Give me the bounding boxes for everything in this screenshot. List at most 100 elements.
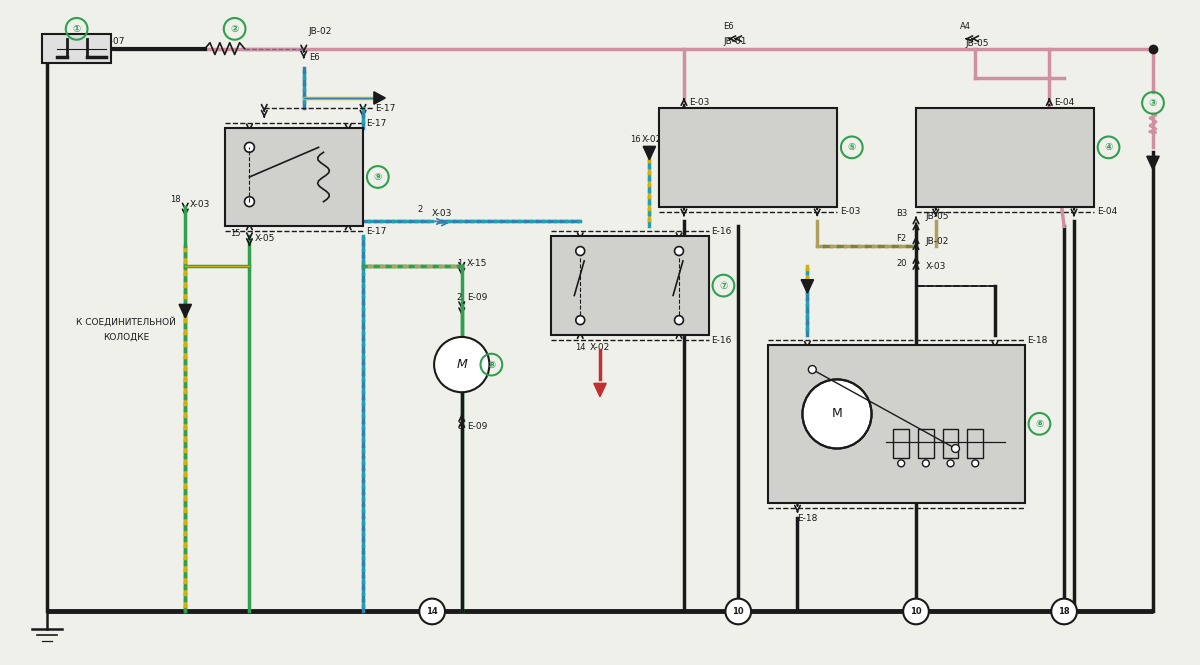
Text: 3: 3 [822, 196, 828, 205]
Circle shape [419, 598, 445, 624]
Text: X-05: X-05 [254, 234, 275, 243]
Text: 3: 3 [778, 492, 784, 502]
Text: JB-05: JB-05 [926, 212, 949, 221]
Text: ⑧: ⑧ [487, 360, 496, 370]
Circle shape [674, 247, 684, 255]
Text: 2: 2 [694, 240, 700, 250]
Text: 3: 3 [457, 422, 462, 431]
Text: 2: 2 [418, 205, 422, 213]
Text: E-18: E-18 [1027, 336, 1048, 345]
Bar [42, 34, 112, 63]
Circle shape [674, 316, 684, 325]
Bar [916, 108, 1093, 207]
Text: 5: 5 [694, 324, 700, 334]
Text: 18: 18 [170, 195, 181, 203]
Text: E6: E6 [308, 53, 319, 63]
Text: 4: 4 [556, 324, 562, 334]
Text: ⑨: ⑨ [373, 172, 382, 182]
Text: E-09: E-09 [467, 422, 487, 431]
Bar [918, 429, 934, 458]
Circle shape [245, 197, 254, 207]
Polygon shape [1147, 156, 1159, 170]
Text: 15: 15 [229, 229, 240, 238]
Text: ⑦: ⑦ [719, 281, 727, 291]
Circle shape [1051, 598, 1076, 624]
Text: E6: E6 [724, 22, 734, 31]
Text: 10: 10 [910, 607, 922, 616]
Text: E-17: E-17 [366, 227, 386, 236]
Text: ④: ④ [1104, 142, 1112, 152]
Text: X-02: X-02 [642, 136, 661, 144]
Circle shape [908, 604, 924, 619]
Text: 18: 18 [1058, 607, 1070, 616]
Circle shape [731, 604, 746, 619]
Polygon shape [374, 92, 385, 104]
Text: 2: 2 [457, 293, 462, 303]
Text: F2: F2 [896, 234, 906, 243]
Text: К СОЕДИНИТЕЛЬНОЙ: К СОЕДИНИТЕЛЬНОЙ [76, 317, 176, 327]
Text: 6: 6 [1079, 196, 1085, 205]
Bar [943, 429, 959, 458]
Text: JB-01: JB-01 [724, 37, 746, 46]
Text: 1: 1 [457, 259, 462, 268]
Text: 1: 1 [670, 112, 676, 122]
Text: 6: 6 [664, 196, 671, 205]
Text: X-03: X-03 [926, 262, 947, 271]
Text: E-16: E-16 [712, 227, 732, 236]
Text: M: M [832, 408, 842, 420]
Text: КОЛОДКЕ: КОЛОДКЕ [103, 333, 149, 342]
Circle shape [952, 445, 960, 452]
Text: JB-07: JB-07 [101, 37, 125, 46]
Text: 5: 5 [1055, 112, 1061, 122]
Circle shape [923, 460, 929, 467]
Circle shape [425, 604, 440, 619]
Circle shape [434, 337, 490, 392]
Text: X-02: X-02 [590, 342, 611, 352]
Text: X-03: X-03 [191, 200, 210, 209]
Circle shape [245, 142, 254, 152]
Text: E-04: E-04 [1097, 207, 1117, 217]
Text: JB-02: JB-02 [308, 27, 332, 36]
Polygon shape [802, 280, 814, 293]
Bar [893, 429, 910, 458]
Text: 1: 1 [980, 348, 986, 358]
Bar [768, 345, 1025, 503]
Bar [224, 128, 364, 226]
Text: E-04: E-04 [1055, 98, 1074, 107]
Text: ⑤: ⑤ [847, 142, 856, 152]
Text: X-15: X-15 [467, 259, 487, 268]
Text: E-03: E-03 [689, 98, 709, 107]
Text: ⑥: ⑥ [1036, 419, 1044, 429]
Text: 3: 3 [920, 196, 928, 205]
Circle shape [576, 316, 584, 325]
Circle shape [898, 460, 905, 467]
Text: E-09: E-09 [467, 293, 487, 303]
Text: 14: 14 [575, 342, 586, 352]
Text: 20: 20 [896, 259, 907, 268]
Text: X-03: X-03 [432, 209, 452, 219]
Text: M: M [456, 358, 467, 371]
Text: E-03: E-03 [840, 207, 860, 217]
Circle shape [803, 380, 871, 448]
Circle shape [947, 460, 954, 467]
Text: 10: 10 [732, 607, 744, 616]
Polygon shape [179, 305, 192, 318]
Text: E-18: E-18 [798, 513, 818, 523]
Circle shape [726, 598, 751, 624]
Circle shape [576, 247, 584, 255]
Text: B3: B3 [896, 209, 907, 219]
Text: E-17: E-17 [374, 104, 395, 113]
Text: 14: 14 [426, 607, 438, 616]
Text: ①: ① [72, 24, 80, 34]
Bar [551, 236, 709, 335]
Text: 2: 2 [803, 348, 809, 358]
Circle shape [972, 460, 979, 467]
Polygon shape [643, 146, 655, 160]
Text: JB-02: JB-02 [926, 237, 949, 246]
Text: JB-05: JB-05 [965, 39, 989, 48]
Text: 1: 1 [556, 240, 562, 250]
Text: A4: A4 [960, 22, 972, 31]
Text: 2: 2 [229, 132, 236, 142]
Text: 4: 4 [229, 215, 236, 225]
Text: 3: 3 [348, 215, 354, 225]
